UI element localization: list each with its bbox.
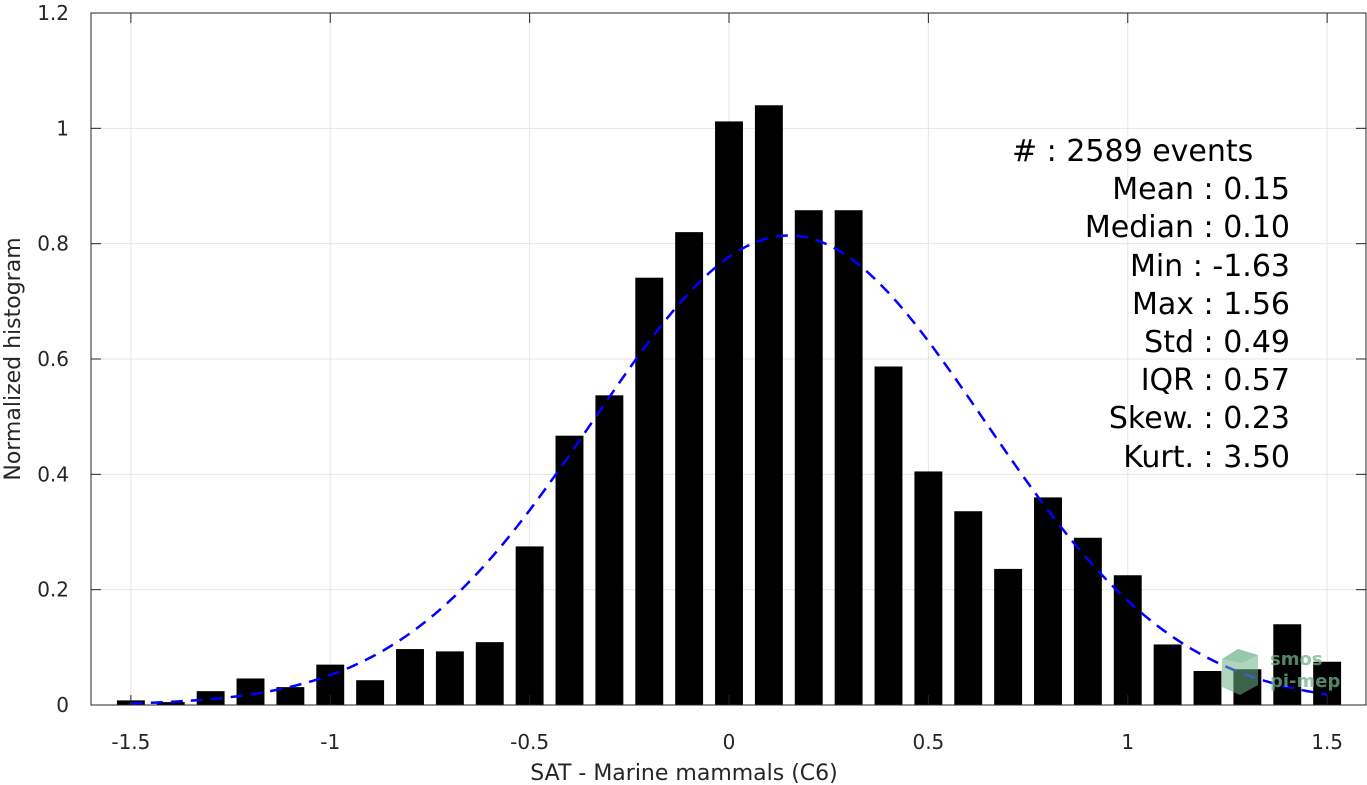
histogram-bar — [794, 210, 823, 705]
x-tick-label: 0.5 — [912, 730, 944, 754]
histogram-bar — [954, 511, 983, 705]
y-tick-label: 1.2 — [37, 1, 69, 25]
stat-count: # : 2589 events — [1012, 134, 1254, 169]
histogram-bar — [635, 277, 664, 705]
x-tick-label: -0.5 — [510, 730, 549, 754]
histogram-bar — [1153, 644, 1182, 705]
stat-iqr: IQR : 0.57 — [1140, 363, 1290, 399]
histogram-bar — [1193, 670, 1222, 705]
histogram-bar — [396, 649, 424, 705]
histogram-bar — [754, 105, 783, 706]
histogram-bar — [1073, 537, 1102, 705]
y-tick-label: 0 — [56, 693, 69, 717]
y-tick-label: 1 — [56, 116, 69, 140]
histogram-bar — [994, 568, 1023, 705]
histogram-bar — [914, 471, 943, 705]
x-tick-label: 0 — [723, 730, 736, 754]
stat-mean: Mean : 0.15 — [1112, 172, 1290, 208]
y-axis-label: Normalized histogram — [1, 237, 26, 480]
histogram-bar — [1034, 497, 1062, 705]
y-axis-ticks: 0 0.2 0.4 0.6 0.8 1 1.2 — [37, 1, 1366, 717]
histogram-bar — [356, 680, 385, 705]
histogram-bar — [555, 435, 584, 705]
histogram-bar — [196, 691, 225, 705]
gaussian-fit-curve — [130, 234, 1328, 705]
stat-std: Std : 0.49 — [1144, 325, 1290, 361]
histogram-bar — [1113, 575, 1142, 705]
y-tick-label: 0.2 — [37, 578, 69, 602]
histogram-bar — [156, 702, 185, 705]
x-tick-label: -1 — [320, 730, 340, 754]
x-tick-label: 1.5 — [1311, 730, 1343, 754]
logo-cube-icon — [1222, 649, 1258, 695]
y-tick-label: 0.8 — [37, 232, 69, 256]
smos-pi-mep-logo: smos pi-mep — [1222, 649, 1340, 695]
histogram-bar — [874, 366, 903, 705]
logo-text-line1: smos — [1270, 649, 1323, 670]
histogram-bar — [276, 687, 305, 705]
histogram-bar — [595, 395, 624, 705]
statistics-annotation: # : 2589 events Mean : 0.15 Median : 0.1… — [1000, 133, 1290, 477]
histogram-bar — [1273, 624, 1302, 705]
stat-kurt: Kurt. : 3.50 — [1123, 439, 1290, 475]
stat-median: Median : 0.10 — [1084, 210, 1290, 246]
x-axis-label: SAT - Marine mammals (C6) — [530, 761, 838, 785]
y-tick-label: 0.4 — [37, 462, 69, 486]
x-axis-ticks: -1.5 -1 -0.5 0 0.5 1 1.5 — [111, 13, 1343, 754]
logo-text-line2: pi-mep — [1270, 671, 1340, 692]
stat-skew: Skew. : 0.23 — [1108, 401, 1290, 437]
histogram-bar — [435, 651, 464, 705]
histogram-bar — [675, 232, 704, 705]
histogram-bar — [475, 642, 504, 705]
x-tick-label: 1 — [1121, 730, 1134, 754]
histogram-bar — [715, 121, 743, 705]
stat-min: Min : -1.63 — [1129, 248, 1290, 284]
y-tick-label: 0.6 — [37, 347, 69, 371]
x-tick-label: -1.5 — [111, 730, 150, 754]
stat-max: Max : 1.56 — [1132, 286, 1290, 322]
histogram-bar — [515, 546, 544, 705]
histogram-bar — [834, 210, 863, 705]
